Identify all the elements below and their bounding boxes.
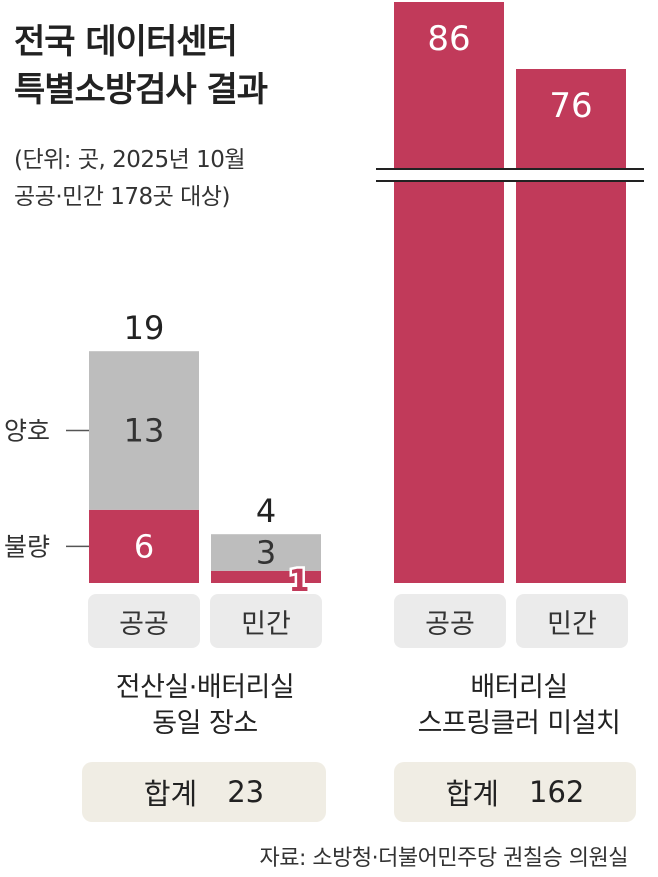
left-total-box: 합계 23 (82, 762, 326, 822)
right-total-label: 합계 (445, 777, 499, 811)
source-note: 자료: 소방청·더불어민주당 권칠승 의원실 (259, 846, 629, 871)
right-group-title: 배터리실 스프링클러 미설치 (380, 670, 658, 742)
right-group-title-line1: 배터리실 (470, 672, 568, 703)
left-total-value: 23 (227, 775, 265, 809)
bar-불량-0 (89, 509, 199, 583)
bar-불량-1 (211, 570, 321, 583)
data-label-value-0: 86 (427, 19, 470, 59)
chart-title-line1: 전국 데이터센터 (14, 22, 238, 62)
left-group-title-line2: 동일 장소 (152, 708, 258, 739)
right-total-value: 162 (529, 775, 585, 809)
unit-note-line1: (단위: 곳, 2025년 10월 (14, 147, 246, 173)
category-label-private-right: 민간 (516, 594, 628, 648)
data-label-value-1: 76 (549, 86, 592, 126)
left-total-label: 합계 (143, 777, 198, 811)
bar-양호-1 (211, 534, 321, 571)
bar-양호-0 (89, 351, 199, 510)
category-label-public-right: 공공 (394, 594, 506, 648)
unit-note-line2: 공공·민간 178곳 대상) (14, 184, 230, 210)
total-label-1: 4 (256, 492, 276, 530)
total-label-0: 19 (124, 309, 165, 347)
chart-title-line2: 특별소방검사 결과 (14, 70, 268, 110)
left-group-title: 전산실·배터리실 동일 장소 (60, 670, 350, 742)
data-label-양호-1: 3 (256, 534, 276, 572)
category-label-public-left: 공공 (88, 594, 200, 648)
legend-label-good: 양호 (4, 417, 50, 446)
bar-value-0 (394, 2, 504, 583)
axis-break-gap (376, 169, 644, 181)
right-group-title-line2: 스프링클러 미설치 (417, 708, 621, 739)
category-label-private-left: 민간 (210, 594, 322, 648)
left-group-title-line1: 전산실·배터리실 (115, 672, 295, 703)
data-label-불량-0: 6 (134, 527, 154, 565)
bar-value-1 (516, 69, 626, 583)
data-label-양호-0: 13 (124, 412, 165, 450)
legend-label-bad: 불량 (4, 532, 50, 561)
right-total-box: 합계 162 (394, 762, 636, 822)
